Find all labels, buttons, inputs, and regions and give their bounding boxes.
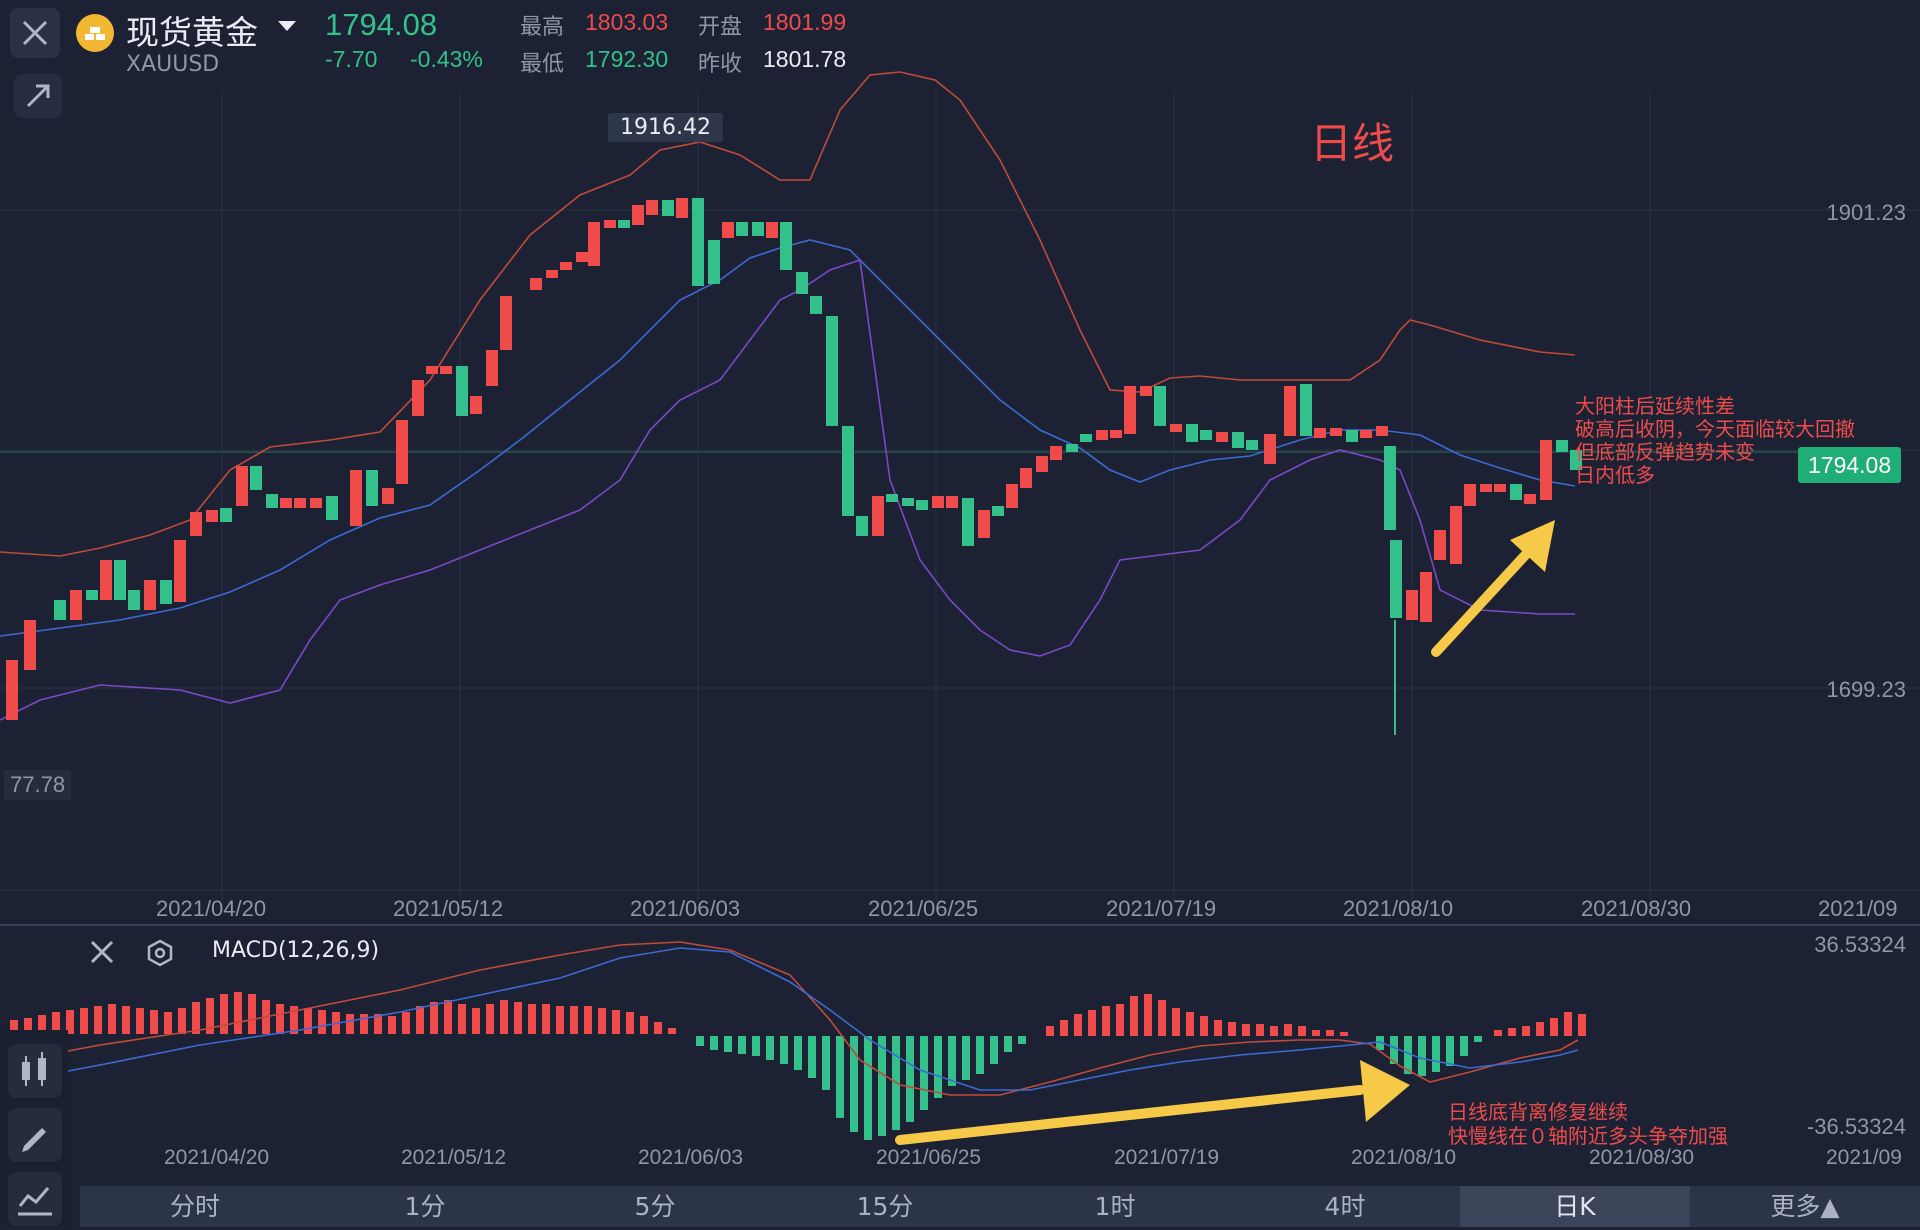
arrow-icon — [1431, 520, 1555, 657]
date-label: 2021/08/10 — [1343, 896, 1454, 921]
macd-date-label: 2021/08/10 — [1351, 1146, 1457, 1169]
settings-icon[interactable] — [145, 938, 175, 972]
macd-min: -36.53324 — [1806, 1114, 1906, 1139]
prev-close-label: 昨收 — [698, 52, 743, 77]
macd-max: 36.53324 — [1814, 932, 1906, 957]
price-change-pct: -0.43% — [410, 46, 483, 72]
date-label: 2021/06/25 — [868, 896, 979, 921]
tab-5min[interactable]: 5分 — [634, 1192, 676, 1221]
low-label: 最低 — [520, 52, 565, 77]
open-label: 开盘 — [698, 15, 743, 40]
shrink-icon — [26, 84, 50, 108]
date-label: 2021/04/20 — [156, 896, 267, 921]
tab-15min[interactable]: 15分 — [856, 1192, 914, 1221]
instrument-code: XAUUSD — [126, 52, 220, 77]
high-label: 最高 — [520, 15, 565, 40]
low-value: 1792.30 — [585, 46, 669, 72]
prev-close-value: 1801.78 — [763, 46, 847, 72]
date-label: 2021/06/03 — [630, 896, 741, 921]
close-button[interactable] — [10, 8, 60, 58]
macd-date-label: 2021/06/25 — [876, 1146, 982, 1169]
close-icon — [22, 20, 48, 46]
tool-panel — [0, 1030, 68, 1227]
chart-annotation: 大阳柱后延续性差 破高后收阴，今天面临较大回撤 但底部反弹趋势未变 日内低多 — [1575, 394, 1855, 487]
macd-date-label: 2021/04/20 — [164, 1146, 270, 1169]
date-label: 2021/09 — [1818, 896, 1898, 921]
arrow-icon — [895, 1060, 1410, 1145]
candlestick-icon — [22, 1052, 46, 1086]
draw-tool-button[interactable] — [8, 1108, 62, 1162]
close-indicator-icon[interactable] — [88, 938, 116, 970]
line-chart-icon — [18, 1187, 52, 1216]
macd-date-label: 2021/08/30 — [1589, 1146, 1695, 1169]
current-price-tag: 1794.08 — [1798, 447, 1902, 483]
price-change: -7.70 — [325, 46, 378, 72]
tab-1min[interactable]: 1分 — [404, 1192, 446, 1221]
last-price: 1794.08 — [325, 7, 438, 42]
left-price-label: 77.78 — [4, 770, 72, 800]
period-title: 日线 — [1310, 119, 1395, 168]
tab-more[interactable]: 更多▲ — [1770, 1192, 1840, 1221]
gold-icon — [76, 14, 114, 52]
indicator-tool-button[interactable] — [8, 1172, 62, 1226]
candles — [6, 198, 1582, 720]
period-tab-bar: 分时 1分 5分 15分 1时 4时 日K 更多▲ — [80, 1186, 1920, 1227]
price-axis-label: 1699.23 — [1826, 677, 1906, 702]
date-label: 2021/05/12 — [393, 896, 504, 921]
pencil-icon — [22, 1128, 46, 1152]
macd-date-label: 2021/07/19 — [1114, 1146, 1220, 1169]
macd-date-label: 2021/09 — [1826, 1146, 1902, 1169]
tab-4hour[interactable]: 4时 — [1324, 1192, 1366, 1221]
dropdown-icon[interactable] — [278, 18, 296, 37]
open-value: 1801.99 — [763, 9, 847, 35]
price-axis-label: 1901.23 — [1826, 200, 1906, 225]
tab-timeshare[interactable]: 分时 — [169, 1192, 220, 1221]
macd-annotation: 日线底背离修复继续 快慢线在０轴附近多头争夺加强 — [1448, 1100, 1728, 1148]
instrument-name[interactable]: 现货黄金 — [126, 13, 258, 52]
tab-1hour[interactable]: 1时 — [1094, 1192, 1136, 1221]
candlestick-tool-button[interactable] — [8, 1044, 62, 1098]
date-label: 2021/08/30 — [1581, 896, 1692, 921]
date-label: 2021/07/19 — [1106, 896, 1217, 921]
macd-histogram — [10, 992, 1586, 1140]
peak-marker: 1916.42 — [608, 113, 723, 142]
tab-daily[interactable]: 日K — [1460, 1186, 1690, 1227]
macd-date-label: 2021/05/12 — [401, 1146, 507, 1169]
macd-label: MACD(12,26,9) — [212, 938, 380, 963]
macd-date-label: 2021/06/03 — [638, 1146, 744, 1169]
collapse-button[interactable] — [14, 74, 62, 118]
high-value: 1803.03 — [585, 9, 669, 35]
